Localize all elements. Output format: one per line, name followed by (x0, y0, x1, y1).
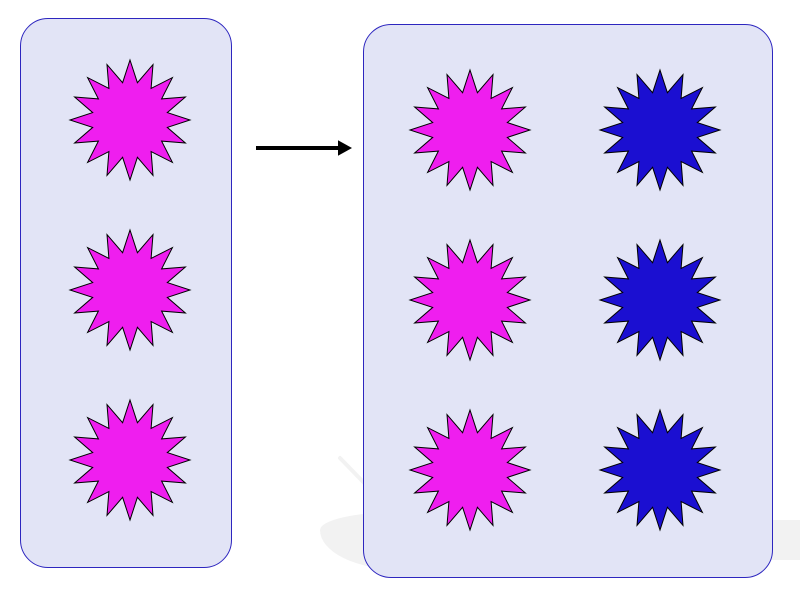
transform-arrow (0, 0, 800, 600)
arrow-head (338, 140, 352, 155)
